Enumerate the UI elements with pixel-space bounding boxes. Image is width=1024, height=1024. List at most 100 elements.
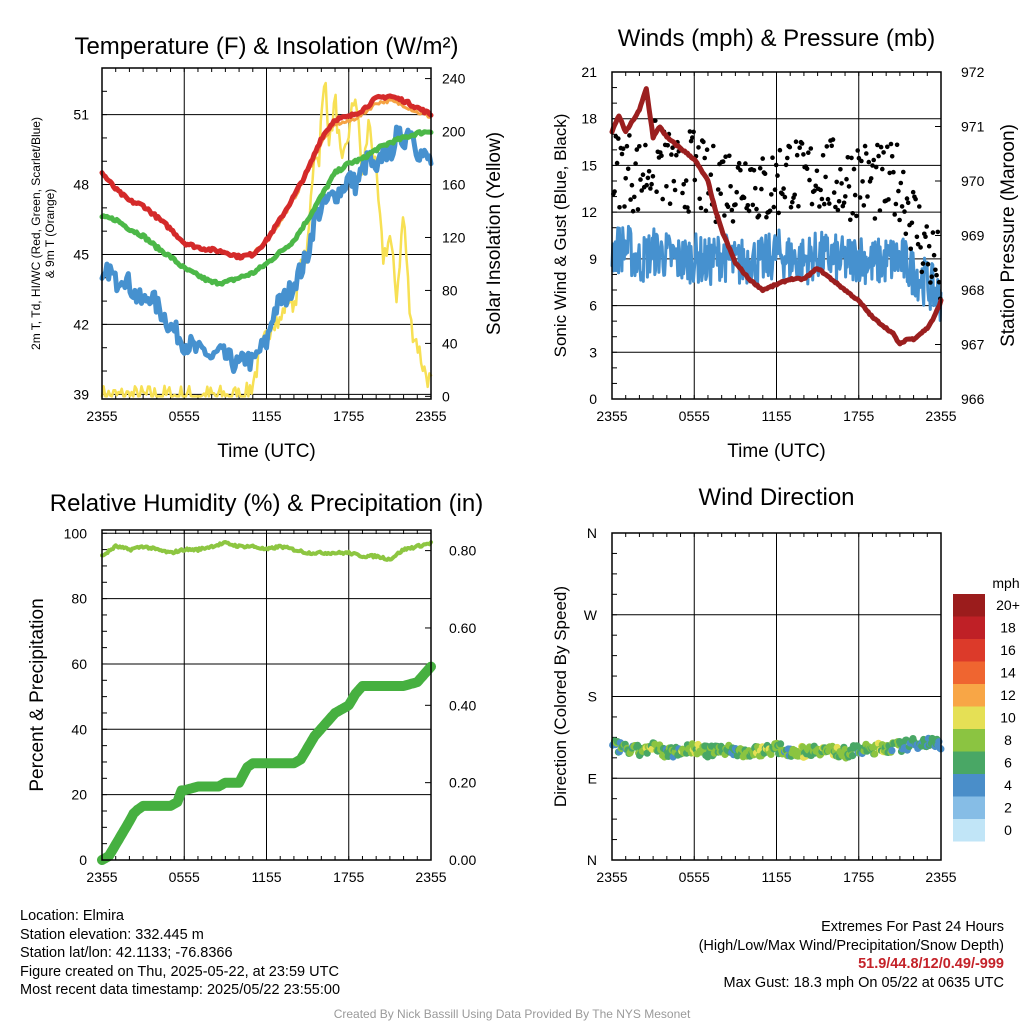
gust-point [846, 184, 852, 189]
y-left-tick-label: 9 [589, 251, 597, 267]
gust-point [688, 138, 694, 144]
gust-point [799, 141, 805, 146]
chart-title: Relative Humidity (%) & Precipitation (i… [50, 490, 483, 517]
gust-point [635, 207, 641, 212]
direction-point [849, 752, 857, 760]
gust-point [794, 152, 800, 158]
gust-point [727, 153, 732, 159]
y-left-tick-label: 60 [71, 656, 87, 672]
gust-point [653, 118, 658, 123]
gust-point [648, 186, 653, 191]
gust-point [888, 141, 894, 147]
gust-point [935, 229, 941, 235]
gust-point [928, 280, 933, 285]
x-tick-label: 1755 [333, 869, 364, 885]
panel-2: 2355 0555 1155 1755 2355 Winds (mph) & Pressu… [551, 25, 1019, 462]
gust-point [649, 181, 654, 187]
gust-point [614, 160, 620, 166]
gust-point [644, 182, 649, 188]
gust-point [903, 231, 909, 237]
gust-point [902, 209, 907, 214]
gust-point [769, 192, 774, 197]
gust-point [925, 261, 931, 267]
gust-point [685, 205, 690, 210]
gust-point [885, 144, 890, 150]
plot-frame [611, 71, 942, 400]
x-tick-label: 2355 [415, 869, 446, 885]
x-axis-label: Time (UTC) [727, 441, 826, 462]
legend-label: 20+ [996, 597, 1020, 613]
chart-title: Winds (mph) & Pressure (mb) [618, 25, 935, 52]
gust-point [825, 196, 831, 202]
gust-point [834, 179, 839, 185]
legend-swatch [953, 774, 985, 797]
gust-point [756, 213, 762, 218]
y-right-tick-label: 972 [961, 64, 985, 80]
y-left-tick-label: 48 [73, 177, 89, 193]
x-tick-label: 2355 [596, 869, 627, 885]
extremes-legend: (High/Low/Max Wind/Precipitation/Snow De… [698, 937, 1004, 954]
gust-point [616, 136, 621, 141]
gust-point [630, 208, 636, 214]
y-left-tick-label: 20 [71, 787, 87, 803]
x-tick-label: 2355 [86, 869, 117, 885]
gust-point [892, 212, 897, 217]
gust-point [686, 209, 691, 214]
y-right-tick-label: 966 [961, 391, 985, 407]
gust-point [750, 202, 756, 208]
gust-point [866, 159, 872, 165]
y-left-tick-label: 51 [73, 107, 89, 123]
gust-point [891, 169, 896, 175]
gust-point [781, 186, 786, 191]
gust-point [851, 166, 857, 172]
gust-point [836, 199, 842, 204]
gust-point [728, 184, 733, 189]
gust-point [690, 135, 695, 140]
gust-point [819, 196, 825, 202]
gust-point [848, 217, 853, 223]
figure-created-text: Figure created on Thu, 2025-05-22, at 23… [20, 963, 339, 980]
gust-point [782, 194, 788, 200]
gust-point [893, 201, 899, 207]
y-left-tick-label: 21 [581, 64, 597, 80]
gust-point [889, 154, 895, 159]
gust-point [643, 142, 648, 148]
gust-point [929, 274, 934, 280]
y-right-tick-label: 971 [961, 119, 985, 135]
gust-point [904, 196, 910, 201]
gust-point [627, 133, 632, 138]
gust-point [854, 213, 859, 219]
gust-point [622, 204, 627, 209]
gust-point [625, 166, 631, 172]
gust-point [930, 230, 936, 235]
gust-point [901, 169, 906, 175]
y-right-axis-label: Solar Insolation (Yellow) [484, 132, 505, 335]
gust-point [720, 159, 726, 164]
legend-label: 14 [1000, 665, 1016, 681]
legend-swatch [953, 661, 985, 684]
gust-point [850, 211, 855, 216]
gust-point [924, 224, 929, 229]
gust-point [692, 177, 698, 183]
y-left-tick-label: 0 [589, 391, 597, 407]
y-left-tick-label: 15 [581, 157, 597, 173]
gust-point [722, 213, 727, 218]
gust-point [683, 178, 689, 183]
gust-point [865, 194, 870, 199]
gust-point [862, 143, 868, 149]
gust-point [725, 204, 731, 210]
gust-point [715, 187, 721, 192]
y-right-tick-label: 0.60 [449, 620, 476, 636]
gust-point [864, 151, 869, 156]
gust-point [746, 208, 752, 214]
y-left-tick-label: 3 [589, 344, 597, 360]
gust-point [823, 174, 828, 180]
legend-label: 10 [1000, 710, 1016, 726]
gust-point [897, 217, 902, 223]
x-tick-label: 2355 [415, 408, 446, 424]
panel-1: 2355 0555 1155 1755 2355 Temperature (F) & In… [29, 33, 505, 462]
gust-point [809, 201, 815, 207]
gust-point [918, 245, 923, 250]
gust-point [909, 220, 915, 226]
gust-point [838, 167, 843, 172]
